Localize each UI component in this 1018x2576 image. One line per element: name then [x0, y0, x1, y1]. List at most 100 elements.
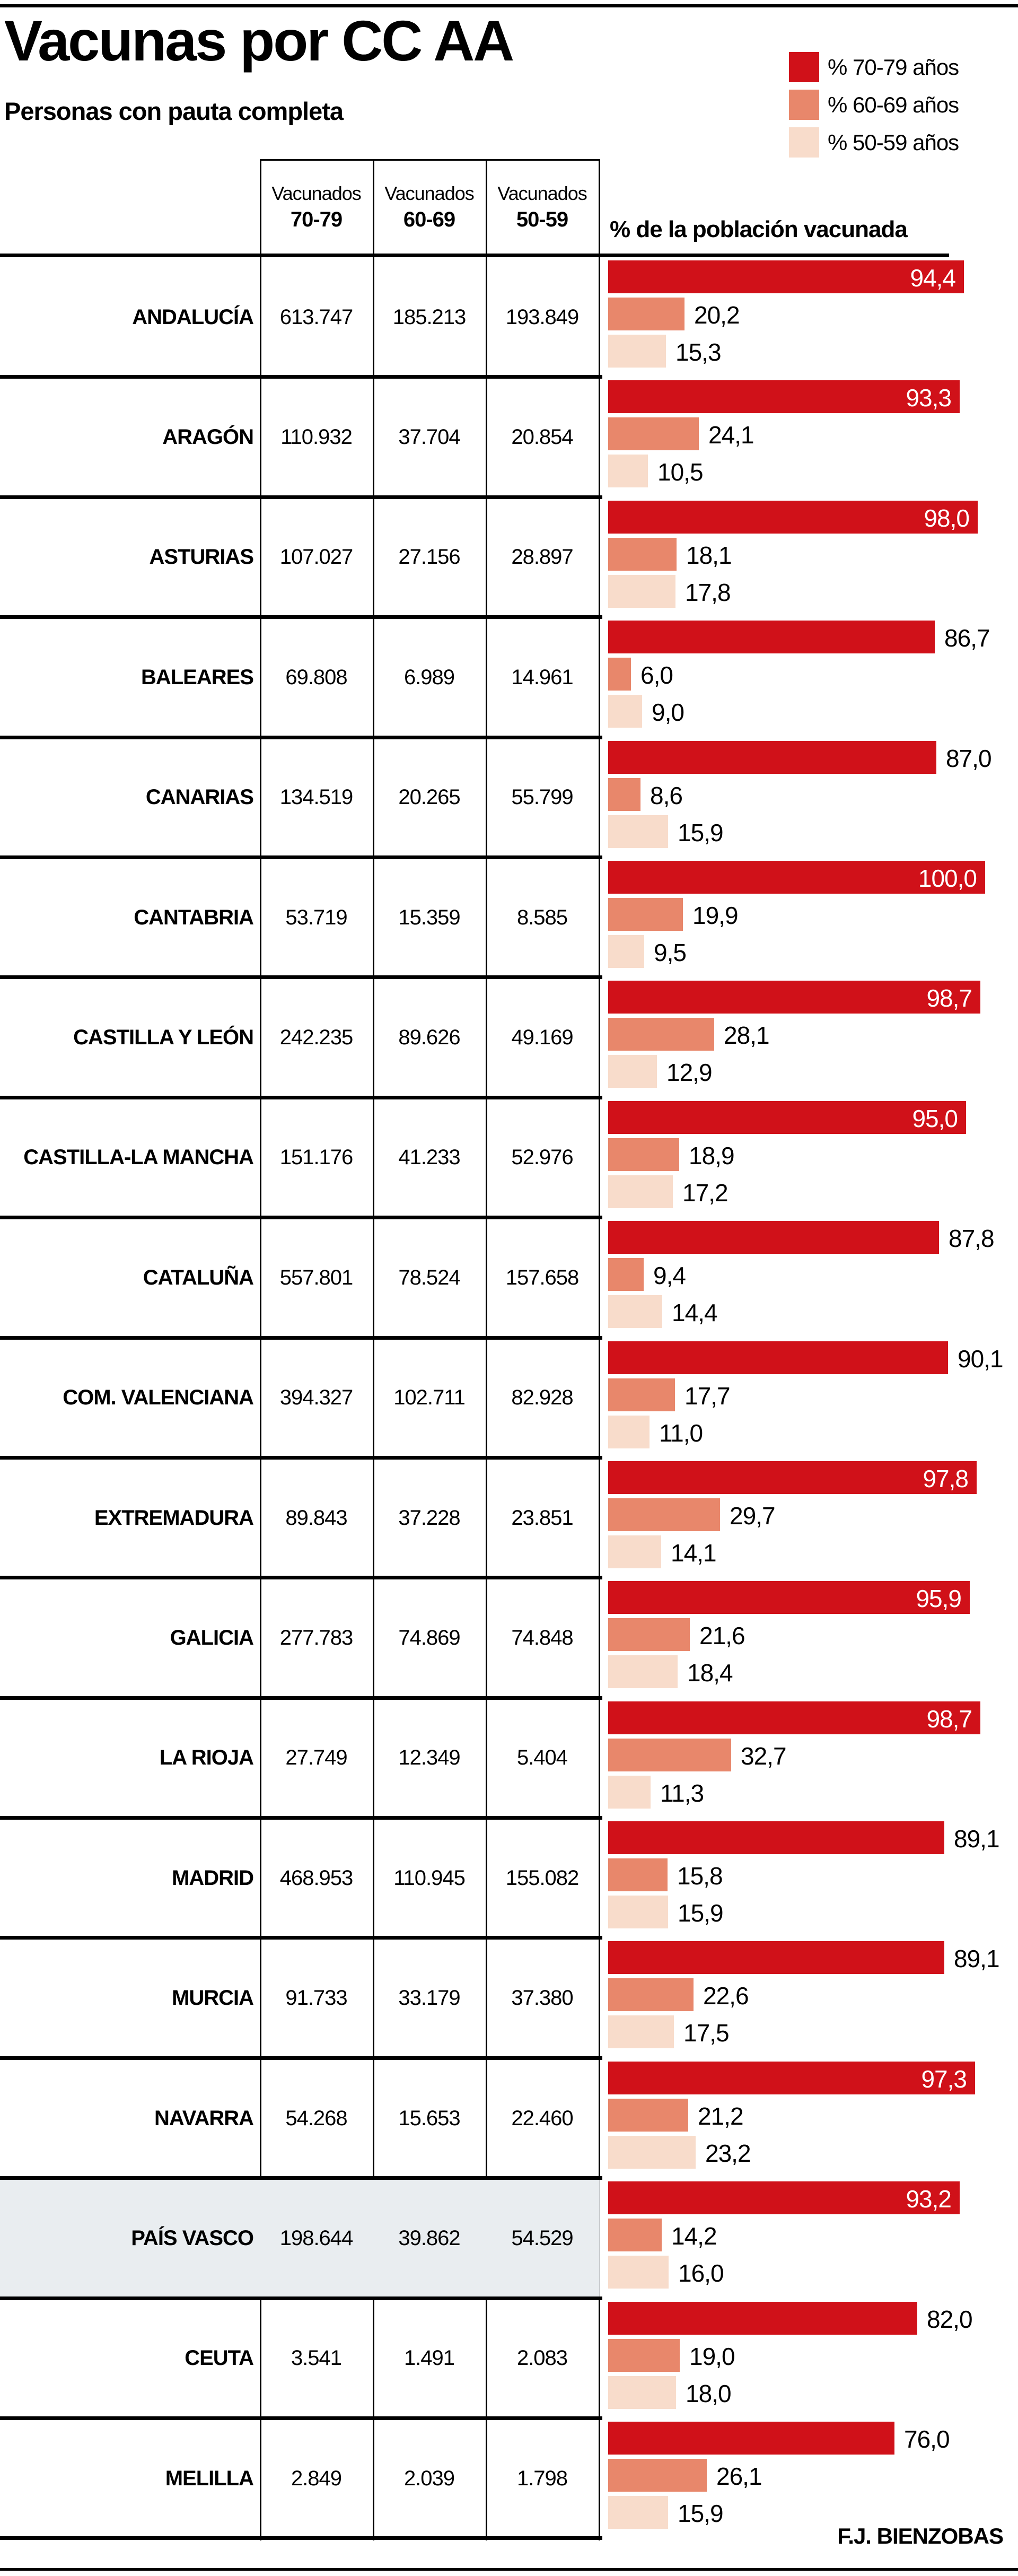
bar-value-50-59: 18,4 — [687, 1659, 733, 1687]
table-row: BALEARES 69.808 6.989 14.961 86,7 6,0 9,… — [0, 617, 1018, 739]
bar-value-70-79: 87,0 — [946, 744, 992, 772]
legend-item-60-69: % 60-69 años — [789, 90, 959, 120]
bar-group: 82,0 19,0 18,0 — [608, 2301, 1018, 2413]
row-separator — [0, 375, 602, 379]
bar-60-69 — [608, 2459, 707, 2492]
bar-line-50-59: 17,2 — [608, 1175, 1018, 1208]
bar-group: 95,9 21,6 18,4 — [608, 1581, 1018, 1692]
vaccinated-60-69-value: 37.704 — [398, 425, 460, 449]
region-label: MADRID — [172, 1866, 254, 1890]
bar-line-60-69: 17,7 — [608, 1378, 1018, 1411]
table-row: LA RIOJA 27.749 12.349 5.404 98,7 32,7 1… — [0, 1698, 1018, 1820]
vaccinated-60-69-value: 27.156 — [398, 545, 460, 569]
region-label: CATALUÑA — [143, 1265, 254, 1289]
column-header-50-59: Vacunados 50-59 — [487, 162, 597, 252]
bar-value-60-69: 20,2 — [694, 301, 740, 329]
row-separator — [0, 1335, 602, 1340]
bar-60-69 — [608, 417, 699, 451]
bar-line-60-69: 21,6 — [608, 1618, 1018, 1652]
bar-group: 93,2 14,2 16,0 — [608, 2181, 1018, 2293]
bar-value-70-79: 94,4 — [910, 264, 956, 292]
vaccinated-50-59-value: 5.404 — [516, 1746, 568, 1770]
bar-70-79 — [608, 981, 980, 1014]
bar-line-60-69: 21,2 — [608, 2098, 1018, 2132]
bar-line-70-79: 87,8 — [608, 1221, 1018, 1254]
bar-value-50-59: 17,2 — [682, 1178, 729, 1207]
legend-swatch-60-69-icon — [789, 90, 819, 120]
bar-50-59 — [608, 815, 668, 848]
region-label: PAÍS VASCO — [131, 2226, 254, 2250]
bar-60-69 — [608, 1258, 644, 1291]
bar-70-79 — [608, 2422, 894, 2455]
table-row: CEUTA 3.541 1.491 2.083 82,0 19,0 18,0 — [0, 2299, 1018, 2421]
bar-50-59 — [608, 2256, 669, 2289]
bar-line-50-59: 15,9 — [608, 815, 1018, 848]
bar-60-69 — [608, 298, 684, 330]
bar-60-69 — [608, 1498, 720, 1531]
bar-line-60-69: 26,1 — [608, 2459, 1018, 2492]
bar-line-50-59: 15,9 — [608, 2496, 1018, 2529]
bar-line-70-79: 95,9 — [608, 1581, 1018, 1614]
legend-swatch-70-79-icon — [789, 52, 819, 82]
bar-50-59 — [608, 2015, 674, 2049]
vaccinated-70-79-value: 557.801 — [279, 1265, 354, 1289]
bar-line-50-59: 16,0 — [608, 2256, 1018, 2289]
bar-value-50-59: 23,2 — [705, 2140, 751, 2168]
region-label: BALEARES — [141, 665, 254, 689]
vaccinated-60-69-value: 15.653 — [398, 2106, 460, 2130]
region-label: MELILLA — [165, 2466, 254, 2490]
vaccinated-50-59-value: 22.460 — [511, 2106, 573, 2130]
table-row: MELILLA 2.849 2.039 1.798 76,0 26,1 15,9 — [0, 2418, 1018, 2540]
bar-value-60-69: 18,1 — [686, 541, 732, 569]
bar-50-59 — [608, 1655, 678, 1689]
bar-group: 89,1 22,6 17,5 — [608, 1941, 1018, 2053]
bar-group: 89,1 15,8 15,9 — [608, 1821, 1018, 1933]
table-rows: ANDALUCÍA 613.747 185.213 193.849 94,4 2… — [0, 257, 1018, 2540]
bar-line-70-79: 89,1 — [608, 1821, 1018, 1855]
vaccinated-70-79-value: 89.843 — [285, 1506, 347, 1530]
bar-line-70-79: 90,1 — [608, 1341, 1018, 1374]
legend-label-60-69: % 60-69 años — [828, 92, 959, 117]
table-row: MADRID 468.953 110.945 155.082 89,1 15,8… — [0, 1818, 1018, 1940]
column-header-word: Vacunados — [271, 182, 361, 204]
bar-value-70-79: 82,0 — [927, 2305, 973, 2333]
region-label: CANTABRIA — [134, 905, 254, 929]
bar-line-60-69: 22,6 — [608, 1978, 1018, 2012]
bar-50-59 — [608, 1896, 668, 1929]
vaccinated-50-59-value: 55.799 — [511, 785, 573, 809]
table-row: ARAGÓN 110.932 37.704 20.854 93,3 24,1 1… — [0, 377, 1018, 499]
vaccinated-70-79-value: 134.519 — [279, 785, 354, 809]
bar-value-50-59: 10,5 — [657, 458, 704, 486]
legend-item-50-59: % 50-59 años — [789, 127, 959, 158]
bar-line-70-79: 98,7 — [608, 1701, 1018, 1734]
bar-50-59 — [608, 695, 642, 728]
bar-line-60-69: 18,1 — [608, 537, 1018, 571]
bar-line-50-59: 18,4 — [608, 1655, 1018, 1689]
bar-value-50-59: 14,1 — [671, 1539, 717, 1567]
bar-line-70-79: 87,0 — [608, 740, 1018, 774]
bar-line-60-69: 8,6 — [608, 778, 1018, 811]
bar-60-69 — [608, 778, 640, 811]
bar-60-69 — [608, 1138, 679, 1171]
bar-value-70-79: 97,8 — [923, 1465, 969, 1493]
bar-line-70-79: 86,7 — [608, 621, 1018, 654]
bar-50-59 — [608, 455, 648, 488]
vaccinated-50-59-value: 20.854 — [511, 425, 573, 449]
bar-60-69 — [608, 2219, 662, 2252]
row-background — [0, 2178, 600, 2299]
bar-value-70-79: 89,1 — [954, 1825, 1000, 1853]
column-header-70-79: Vacunados 70-79 — [261, 162, 371, 252]
bar-value-60-69: 21,2 — [698, 2102, 744, 2130]
bar-line-60-69: 9,4 — [608, 1258, 1018, 1291]
table-row: MURCIA 91.733 33.179 37.380 89,1 22,6 17… — [0, 1938, 1018, 2060]
vaccinated-70-79-value: 27.749 — [285, 1746, 347, 1770]
vaccinated-60-69-value: 39.862 — [398, 2226, 460, 2250]
bar-70-79 — [608, 1101, 966, 1134]
bar-value-70-79: 93,3 — [906, 384, 952, 412]
vaccinated-60-69-value: 2.039 — [403, 2466, 455, 2490]
bar-value-50-59: 12,9 — [666, 1059, 713, 1087]
region-label: EXTREMADURA — [94, 1506, 254, 1530]
bar-line-60-69: 18,9 — [608, 1138, 1018, 1171]
bar-60-69 — [608, 2338, 680, 2372]
vaccinated-50-59-value: 155.082 — [505, 1866, 580, 1890]
